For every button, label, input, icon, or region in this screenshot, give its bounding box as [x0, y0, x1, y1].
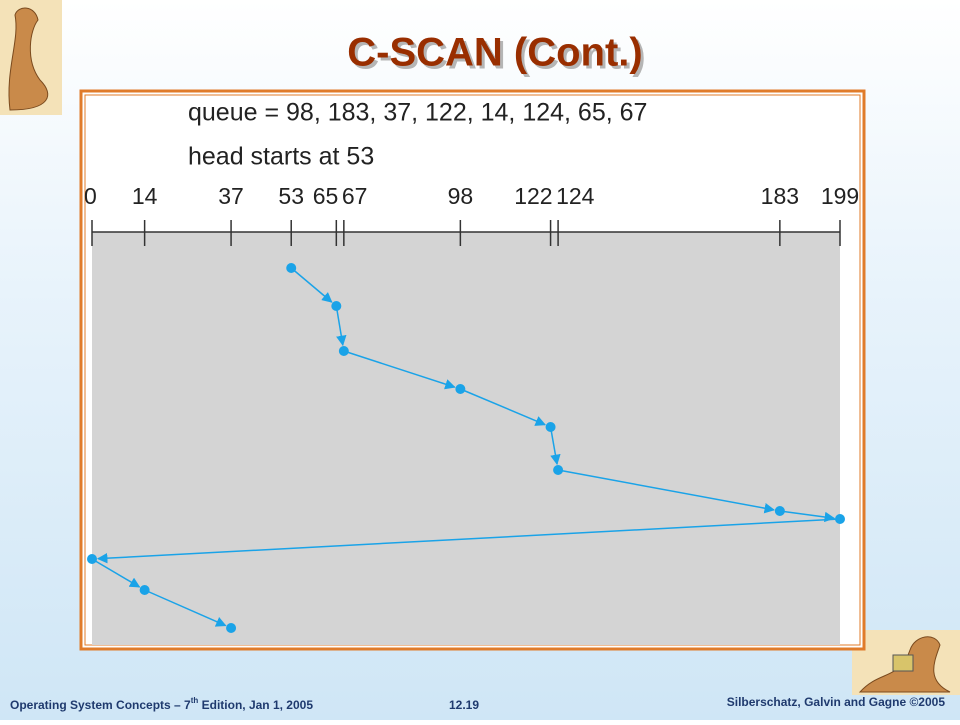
footer-left-sup: th	[191, 696, 199, 705]
head-position	[545, 422, 556, 432]
seek-segment	[343, 350, 456, 390]
tick-label: 183	[761, 183, 799, 209]
tick-label: 122	[514, 183, 552, 209]
footer-left: Operating System Concepts – 7th Edition,…	[10, 696, 313, 712]
tick-label: 67	[342, 183, 368, 209]
head-position	[331, 301, 342, 311]
seek-segment	[549, 426, 561, 466]
title-shadow: C-SCAN (Cont.)	[350, 34, 646, 78]
head-position	[139, 585, 150, 595]
seek-segment	[91, 558, 141, 588]
footer-left-main: Operating System Concepts – 7	[10, 698, 191, 712]
tick-label: 53	[278, 183, 304, 209]
tick-label: 37	[218, 183, 244, 209]
seek-segment	[96, 518, 841, 564]
logo-top	[0, 0, 62, 115]
head-text: head starts at 53	[188, 143, 374, 171]
seek-segment	[144, 589, 227, 627]
logo-bottom	[852, 630, 960, 695]
page-number: 12.19	[449, 698, 479, 712]
head-position	[553, 465, 564, 475]
seek-segment	[557, 469, 775, 514]
footer-right: Silberschatz, Galvin and Gagne ©2005	[727, 695, 946, 709]
tick-label: 124	[556, 183, 595, 209]
head-position	[226, 623, 237, 633]
tick-label: 199	[821, 183, 859, 209]
tick-label: 0	[84, 183, 97, 209]
tick-label: 14	[132, 183, 158, 209]
tick-label: 98	[448, 183, 474, 209]
seek-segment	[779, 510, 836, 523]
head-position	[338, 346, 349, 356]
slide-title: C-SCAN (Cont.)	[347, 31, 643, 75]
seek-segment	[460, 388, 547, 426]
head-position	[835, 514, 845, 524]
footer-left-rest: Edition, Jan 1, 2005	[198, 698, 313, 712]
tick-label: 65	[313, 183, 339, 209]
seek-segment	[290, 267, 333, 303]
head-position	[455, 384, 466, 394]
head-position	[286, 263, 297, 273]
seek-segment	[335, 305, 347, 347]
head-position	[87, 554, 97, 564]
queue-text: queue = 98, 183, 37, 122, 14, 124, 65, 6…	[188, 99, 647, 127]
head-position	[774, 506, 785, 516]
disk-area	[92, 232, 840, 645]
